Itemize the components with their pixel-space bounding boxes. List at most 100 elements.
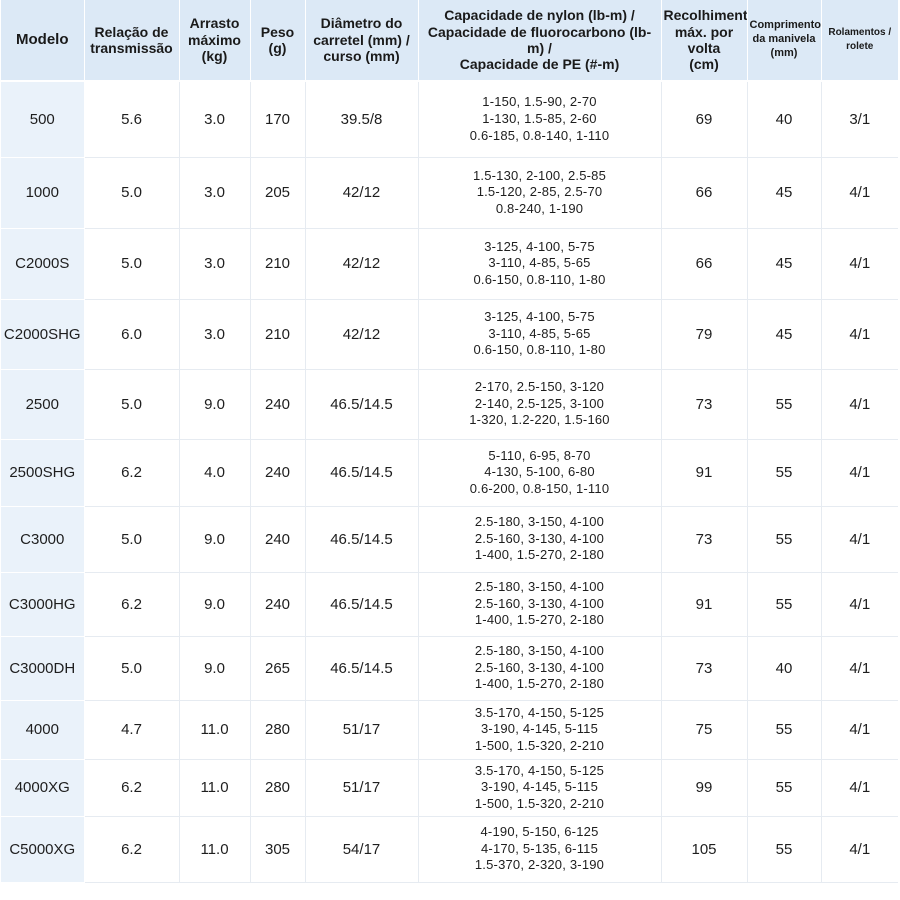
capacity-nylon: 4-190, 5-150, 6-125 [480, 824, 599, 840]
cell-bearings: 4/1 [821, 369, 898, 440]
cell-gear-ratio: 5.6 [84, 81, 180, 158]
cell-spool: 46.5/14.5 [305, 369, 419, 440]
capacity-nylon: 3.5-170, 4-150, 5-125 [474, 704, 605, 720]
cell-retrieve: 75 [661, 700, 748, 760]
capacity-fluorocarbon: 4-170, 5-135, 6-115 [480, 840, 599, 856]
table-body: 500 5.6 3.0 170 39.5/8 1-150, 1.5-90, 2-… [1, 81, 898, 883]
cell-gear-ratio: 5.0 [84, 157, 180, 229]
capacity-fluorocarbon: 1.5-120, 2-85, 2.5-70 [476, 184, 603, 200]
cell-handle-length: 55 [747, 759, 822, 817]
cell-bearings: 4/1 [821, 759, 898, 817]
cell-model: C2000SHG [1, 299, 85, 370]
capacity-fluorocarbon: 2-140, 2.5-125, 3-100 [474, 395, 605, 411]
cell-weight: 240 [250, 572, 306, 637]
cell-max-drag: 3.0 [179, 157, 251, 229]
cell-retrieve: 79 [661, 299, 748, 370]
table-row: 2500SHG 6.2 4.0 240 46.5/14.5 5-110, 6-9… [1, 439, 898, 507]
cell-spool: 46.5/14.5 [305, 636, 419, 701]
cell-bearings: 4/1 [821, 157, 898, 229]
table-row: C3000DH 5.0 9.0 265 46.5/14.5 2.5-180, 3… [1, 636, 898, 701]
capacity-nylon: 3.5-170, 4-150, 5-125 [474, 762, 605, 778]
cell-max-drag: 9.0 [179, 572, 251, 637]
header-handle-length: Comprimento da manivela (mm) [747, 0, 822, 82]
cell-max-drag: 11.0 [179, 759, 251, 817]
cell-retrieve: 91 [661, 572, 748, 637]
cell-retrieve: 69 [661, 81, 748, 158]
cell-capacity: 1.5-130, 2-100, 2.5-85 1.5-120, 2-85, 2.… [418, 157, 662, 229]
capacity-pe: 1-500, 1.5-320, 2-210 [474, 737, 605, 753]
cell-gear-ratio: 5.0 [84, 636, 180, 701]
capacity-pe: 1-500, 1.5-320, 2-210 [474, 795, 605, 811]
capacity-pe: 0.8-240, 1-190 [495, 200, 584, 216]
capacity-nylon: 3-125, 4-100, 5-75 [484, 238, 595, 254]
cell-capacity: 3-125, 4-100, 5-75 3-110, 4-85, 5-65 0.6… [418, 299, 662, 370]
cell-handle-length: 55 [747, 369, 822, 440]
cell-model: C2000S [1, 228, 85, 300]
cell-handle-length: 55 [747, 816, 822, 883]
table-row: 1000 5.0 3.0 205 42/12 1.5-130, 2-100, 2… [1, 157, 898, 229]
cell-retrieve: 99 [661, 759, 748, 817]
header-max-drag: Arrasto máximo (kg) [179, 0, 251, 82]
cell-model: C3000 [1, 506, 85, 573]
cell-capacity: 3-125, 4-100, 5-75 3-110, 4-85, 5-65 0.6… [418, 228, 662, 300]
table-row: C2000S 5.0 3.0 210 42/12 3-125, 4-100, 5… [1, 228, 898, 300]
capacity-fluorocarbon: 3-110, 4-85, 5-65 [488, 325, 591, 341]
cell-capacity: 2.5-180, 3-150, 4-100 2.5-160, 3-130, 4-… [418, 636, 662, 701]
cell-handle-length: 55 [747, 572, 822, 637]
cell-spool: 46.5/14.5 [305, 506, 419, 573]
capacity-fluorocarbon: 2.5-160, 3-130, 4-100 [474, 530, 605, 546]
cell-max-drag: 9.0 [179, 636, 251, 701]
cell-retrieve: 105 [661, 816, 748, 883]
cell-handle-length: 45 [747, 157, 822, 229]
cell-max-drag: 11.0 [179, 816, 251, 883]
cell-weight: 240 [250, 369, 306, 440]
cell-max-drag: 9.0 [179, 369, 251, 440]
capacity-pe: 0.6-150, 0.8-110, 1-80 [473, 342, 606, 358]
cell-bearings: 4/1 [821, 700, 898, 760]
cell-gear-ratio: 6.2 [84, 816, 180, 883]
cell-max-drag: 3.0 [179, 299, 251, 370]
cell-max-drag: 4.0 [179, 439, 251, 507]
capacity-fluorocarbon: 4-130, 5-100, 6-80 [484, 464, 595, 480]
capacity-nylon: 2.5-180, 3-150, 4-100 [474, 514, 605, 530]
cell-weight: 170 [250, 81, 306, 158]
cell-max-drag: 11.0 [179, 700, 251, 760]
cell-spool: 42/12 [305, 299, 419, 370]
table-row: C3000HG 6.2 9.0 240 46.5/14.5 2.5-180, 3… [1, 572, 898, 637]
header-model: Modelo [1, 0, 85, 82]
cell-handle-length: 40 [747, 81, 822, 158]
capacity-pe: 1-400, 1.5-270, 2-180 [474, 547, 605, 563]
cell-gear-ratio: 6.2 [84, 759, 180, 817]
cell-retrieve: 73 [661, 369, 748, 440]
capacity-fluorocarbon: 2.5-160, 3-130, 4-100 [474, 659, 605, 675]
cell-weight: 240 [250, 506, 306, 573]
cell-weight: 205 [250, 157, 306, 229]
capacity-fluorocarbon: 3-110, 4-85, 5-65 [488, 255, 591, 271]
cell-weight: 305 [250, 816, 306, 883]
cell-weight: 210 [250, 299, 306, 370]
cell-weight: 240 [250, 439, 306, 507]
capacity-nylon: 3-125, 4-100, 5-75 [484, 309, 595, 325]
cell-gear-ratio: 4.7 [84, 700, 180, 760]
cell-capacity: 1-150, 1.5-90, 2-70 1-130, 1.5-85, 2-60 … [418, 81, 662, 158]
cell-gear-ratio: 6.2 [84, 439, 180, 507]
cell-weight: 280 [250, 700, 306, 760]
capacity-pe: 1-400, 1.5-270, 2-180 [474, 676, 605, 692]
cell-handle-length: 55 [747, 439, 822, 507]
cell-gear-ratio: 5.0 [84, 506, 180, 573]
table-row: 4000 4.7 11.0 280 51/17 3.5-170, 4-150, … [1, 700, 898, 760]
table-header: Modelo Relação de transmissão Arrasto máxi… [1, 0, 898, 82]
cell-gear-ratio: 5.0 [84, 369, 180, 440]
cell-bearings: 4/1 [821, 816, 898, 883]
cell-bearings: 4/1 [821, 299, 898, 370]
cell-weight: 280 [250, 759, 306, 817]
cell-model: 4000XG [1, 759, 85, 817]
cell-handle-length: 55 [747, 506, 822, 573]
cell-retrieve: 66 [661, 228, 748, 300]
header-gear-ratio: Relação de transmissão [84, 0, 180, 82]
capacity-pe: 1-320, 1.2-220, 1.5-160 [469, 412, 610, 428]
capacity-nylon: 1-150, 1.5-90, 2-70 [482, 94, 597, 110]
cell-max-drag: 9.0 [179, 506, 251, 573]
cell-capacity: 3.5-170, 4-150, 5-125 3-190, 4-145, 5-11… [418, 700, 662, 760]
capacity-fluorocarbon: 1-130, 1.5-85, 2-60 [482, 110, 597, 126]
